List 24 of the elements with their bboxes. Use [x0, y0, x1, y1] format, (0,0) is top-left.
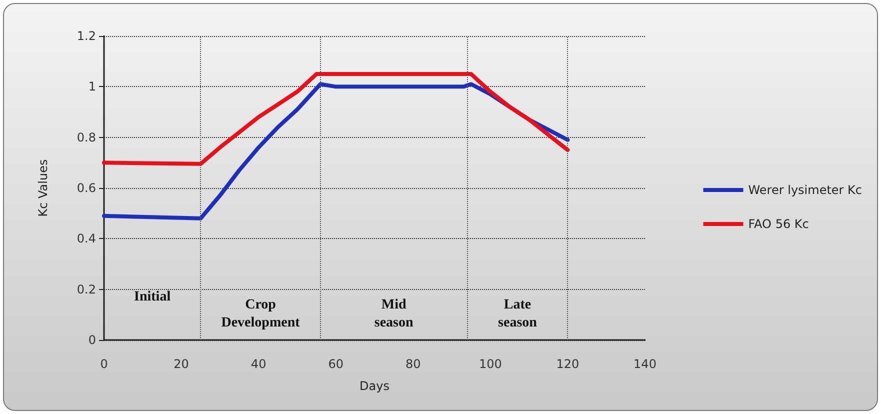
- line-series: [102, 72, 570, 166]
- x-tick-label: 140: [634, 357, 656, 371]
- y-tick-label: 0.2: [76, 282, 96, 296]
- x-tick-label: 120: [556, 357, 580, 371]
- y-tick-label: 1.2: [76, 29, 96, 43]
- x-tick-label: 80: [406, 357, 421, 371]
- x-tick-label: 40: [250, 357, 266, 371]
- x-tick-label: 60: [328, 357, 344, 371]
- x-tick-label: 0: [100, 357, 108, 371]
- y-axis-title: Kc Values: [36, 159, 50, 217]
- x-tick-label: 20: [174, 357, 189, 371]
- legend-label: Werer lysimeter Kc: [748, 183, 862, 197]
- annotation: Mid season: [374, 298, 414, 330]
- x-tick-label: 100: [478, 357, 502, 371]
- y-tick-label: 0.6: [76, 181, 96, 195]
- legend-label: FAO 56 Kc: [748, 217, 809, 231]
- y-tick-label: 0.8: [76, 130, 96, 144]
- x-axis-title: Days: [360, 379, 390, 393]
- y-tick-label: 0: [88, 333, 96, 347]
- annotation: Initial: [134, 290, 171, 304]
- y-tick-label: 0.4: [76, 232, 96, 246]
- annotation: Late season: [498, 298, 538, 330]
- y-tick-label: 1: [88, 80, 96, 94]
- annotation: Crop Development: [221, 298, 300, 330]
